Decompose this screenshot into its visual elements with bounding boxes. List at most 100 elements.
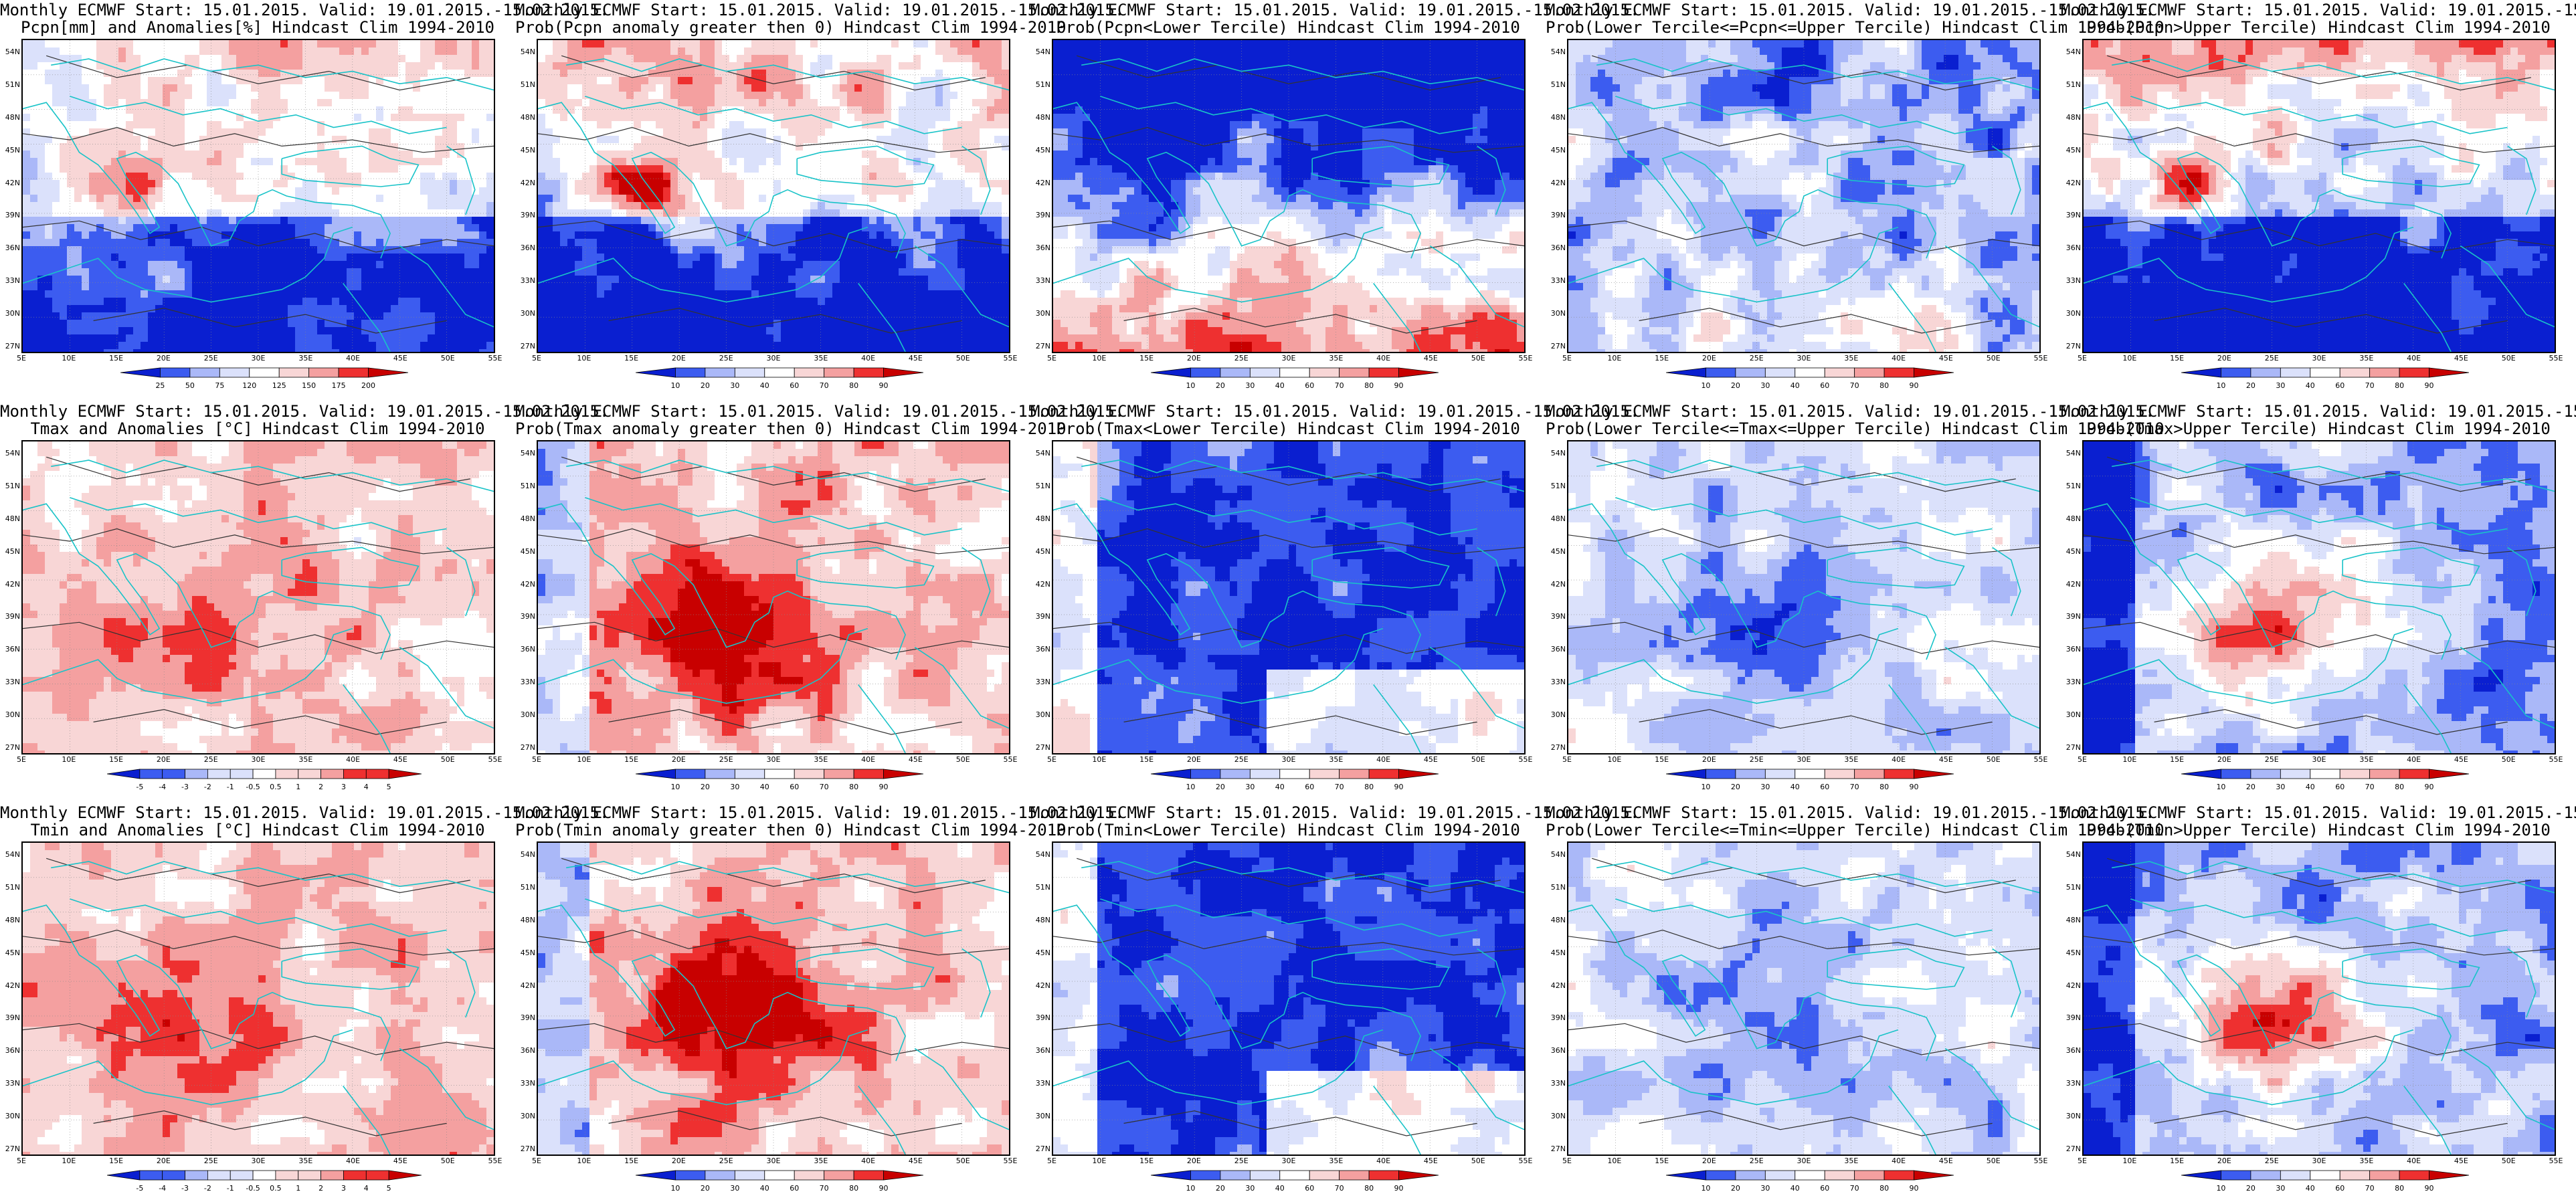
panel-subtitle: Prob(Tmin>Upper Tercile) Hindcast Clim 1… bbox=[2061, 821, 2576, 839]
colorbar-swatch bbox=[764, 769, 795, 779]
colorbar-tick-label: 1 bbox=[296, 783, 300, 791]
colorbar-swatch bbox=[343, 769, 367, 779]
colorbar-swatch bbox=[675, 367, 706, 378]
coastline bbox=[2084, 904, 2452, 1062]
forecast-map bbox=[537, 440, 1010, 755]
colorbar-tick-label: 10 bbox=[1186, 783, 1195, 791]
panel-header: Monthly ECMWF Start: 15.01.2015. Valid: … bbox=[1030, 1, 1639, 19]
longitude-label: 40E bbox=[1892, 355, 1906, 363]
colorbar-tick-label: 20 bbox=[701, 381, 710, 390]
panel-header: Monthly ECMWF Start: 15.01.2015. Valid: … bbox=[1546, 804, 2154, 821]
latitude-label: 45N bbox=[1030, 146, 1050, 155]
isoline bbox=[2084, 220, 2555, 253]
colorbar-swatch bbox=[107, 1170, 141, 1181]
isoline bbox=[93, 709, 447, 735]
colorbar-swatch bbox=[705, 769, 735, 779]
isoline bbox=[23, 126, 494, 153]
latitude-label: 51N bbox=[2061, 482, 2081, 490]
colorbar-tick-label: 60 bbox=[1305, 1184, 1314, 1193]
colorbar-tick-label: 40 bbox=[760, 1184, 769, 1193]
colorbar-swatch bbox=[2310, 1170, 2340, 1181]
colorbar-tick-label: 80 bbox=[2395, 783, 2404, 791]
colorbar-swatch bbox=[229, 769, 254, 779]
latitude-label: 30N bbox=[1030, 1112, 1050, 1120]
longitude-label: 35E bbox=[298, 355, 312, 363]
colorbar-swatch bbox=[1249, 1170, 1281, 1181]
colorbar-swatch bbox=[1190, 769, 1221, 779]
colorbar-swatch bbox=[1914, 1170, 1954, 1181]
latitude-label: 27N bbox=[515, 342, 535, 350]
longitude-label: 20E bbox=[2217, 355, 2231, 363]
latitude-label: 48N bbox=[1030, 514, 1050, 523]
coastline bbox=[2403, 283, 2452, 352]
colorbar-swatch bbox=[1339, 769, 1370, 779]
isoline bbox=[1639, 1110, 1993, 1136]
latitude-label: 51N bbox=[0, 883, 20, 892]
longitude-label: 45E bbox=[1424, 355, 1438, 363]
colorbar-tick-label: 70 bbox=[1850, 783, 1859, 791]
colorbar-swatch bbox=[1764, 769, 1796, 779]
colorbar-tick-label: -1 bbox=[227, 783, 234, 791]
colorbar-tick-label: 20 bbox=[1731, 1184, 1740, 1193]
longitude-label: 45E bbox=[1939, 355, 1953, 363]
longitude-label: 50E bbox=[1987, 1157, 2001, 1165]
longitude-label: 25E bbox=[719, 756, 733, 764]
isoline bbox=[1123, 709, 1477, 735]
colorbar-swatch bbox=[388, 769, 422, 779]
coastline bbox=[1992, 948, 2021, 1018]
isoline bbox=[2084, 528, 2555, 555]
longitude-label: 10E bbox=[62, 355, 76, 363]
panel-header: Monthly ECMWF Start: 15.01.2015. Valid: … bbox=[1030, 804, 1639, 821]
longitude-label: 25E bbox=[2265, 355, 2279, 363]
latitude-label: 27N bbox=[1030, 744, 1050, 752]
longitude-label: 45E bbox=[1424, 756, 1438, 764]
gridlines bbox=[23, 843, 494, 1155]
colorbar-tick-label: 30 bbox=[1245, 381, 1255, 390]
isoline bbox=[1053, 1023, 1524, 1056]
shaded-field bbox=[2084, 441, 2555, 753]
colorbar-swatch bbox=[853, 1170, 884, 1181]
colorbar-tick-label: 30 bbox=[730, 381, 739, 390]
colorbar bbox=[636, 367, 923, 378]
colorbar-tick-label: 30 bbox=[730, 783, 739, 791]
latitude-label: 33N bbox=[1030, 1080, 1050, 1088]
colorbar-tick-label: 40 bbox=[1275, 783, 1285, 791]
latitude-label: 51N bbox=[515, 482, 535, 490]
coastline bbox=[1888, 684, 1936, 753]
colorbar-swatch bbox=[185, 769, 208, 779]
latitude-label: 39N bbox=[515, 1014, 535, 1022]
coastline bbox=[1311, 948, 1450, 990]
coastline bbox=[446, 546, 476, 617]
latitude-label: 48N bbox=[515, 514, 535, 523]
coastline bbox=[585, 898, 962, 937]
longitude-label: 55E bbox=[2549, 756, 2563, 764]
longitude-label: 45E bbox=[393, 756, 407, 764]
latitude-label: 51N bbox=[0, 80, 20, 89]
latitude-label: 51N bbox=[515, 883, 535, 892]
coastline bbox=[2403, 684, 2452, 753]
longitude-label: 55E bbox=[1519, 355, 1533, 363]
longitude-label: 5E bbox=[2078, 355, 2087, 363]
panel-subtitle: Prob(Tmin<Lower Tercile) Hindcast Clim 1… bbox=[1030, 821, 1546, 839]
colorbar-swatch bbox=[1666, 769, 1706, 779]
coastline bbox=[2112, 58, 2555, 91]
coastline bbox=[1827, 145, 1965, 187]
colorbar bbox=[1666, 769, 1954, 779]
latitude-label: 33N bbox=[515, 1080, 535, 1088]
longitude-label: 50E bbox=[1987, 355, 2001, 363]
coastline bbox=[1100, 497, 1477, 536]
colorbar-tick-label: 30 bbox=[2276, 1184, 2285, 1193]
longitude-label: 25E bbox=[719, 1157, 733, 1165]
colorbar-tick-label: 20 bbox=[1216, 381, 1225, 390]
latitude-label: 39N bbox=[1546, 211, 1566, 219]
colorbar-swatch bbox=[1279, 1170, 1310, 1181]
forecast-map-panel: Monthly ECMWF Start: 15.01.2015. Valid: … bbox=[515, 0, 1124, 401]
coastline bbox=[23, 904, 391, 1062]
coastline bbox=[858, 1086, 906, 1155]
longitude-label: 15E bbox=[2170, 756, 2184, 764]
isoline bbox=[23, 1023, 494, 1056]
colorbar-tick-label: 50 bbox=[185, 381, 195, 390]
latitude-label: 27N bbox=[1030, 1145, 1050, 1153]
coastline bbox=[566, 460, 1009, 492]
colorbar-swatch bbox=[139, 769, 163, 779]
